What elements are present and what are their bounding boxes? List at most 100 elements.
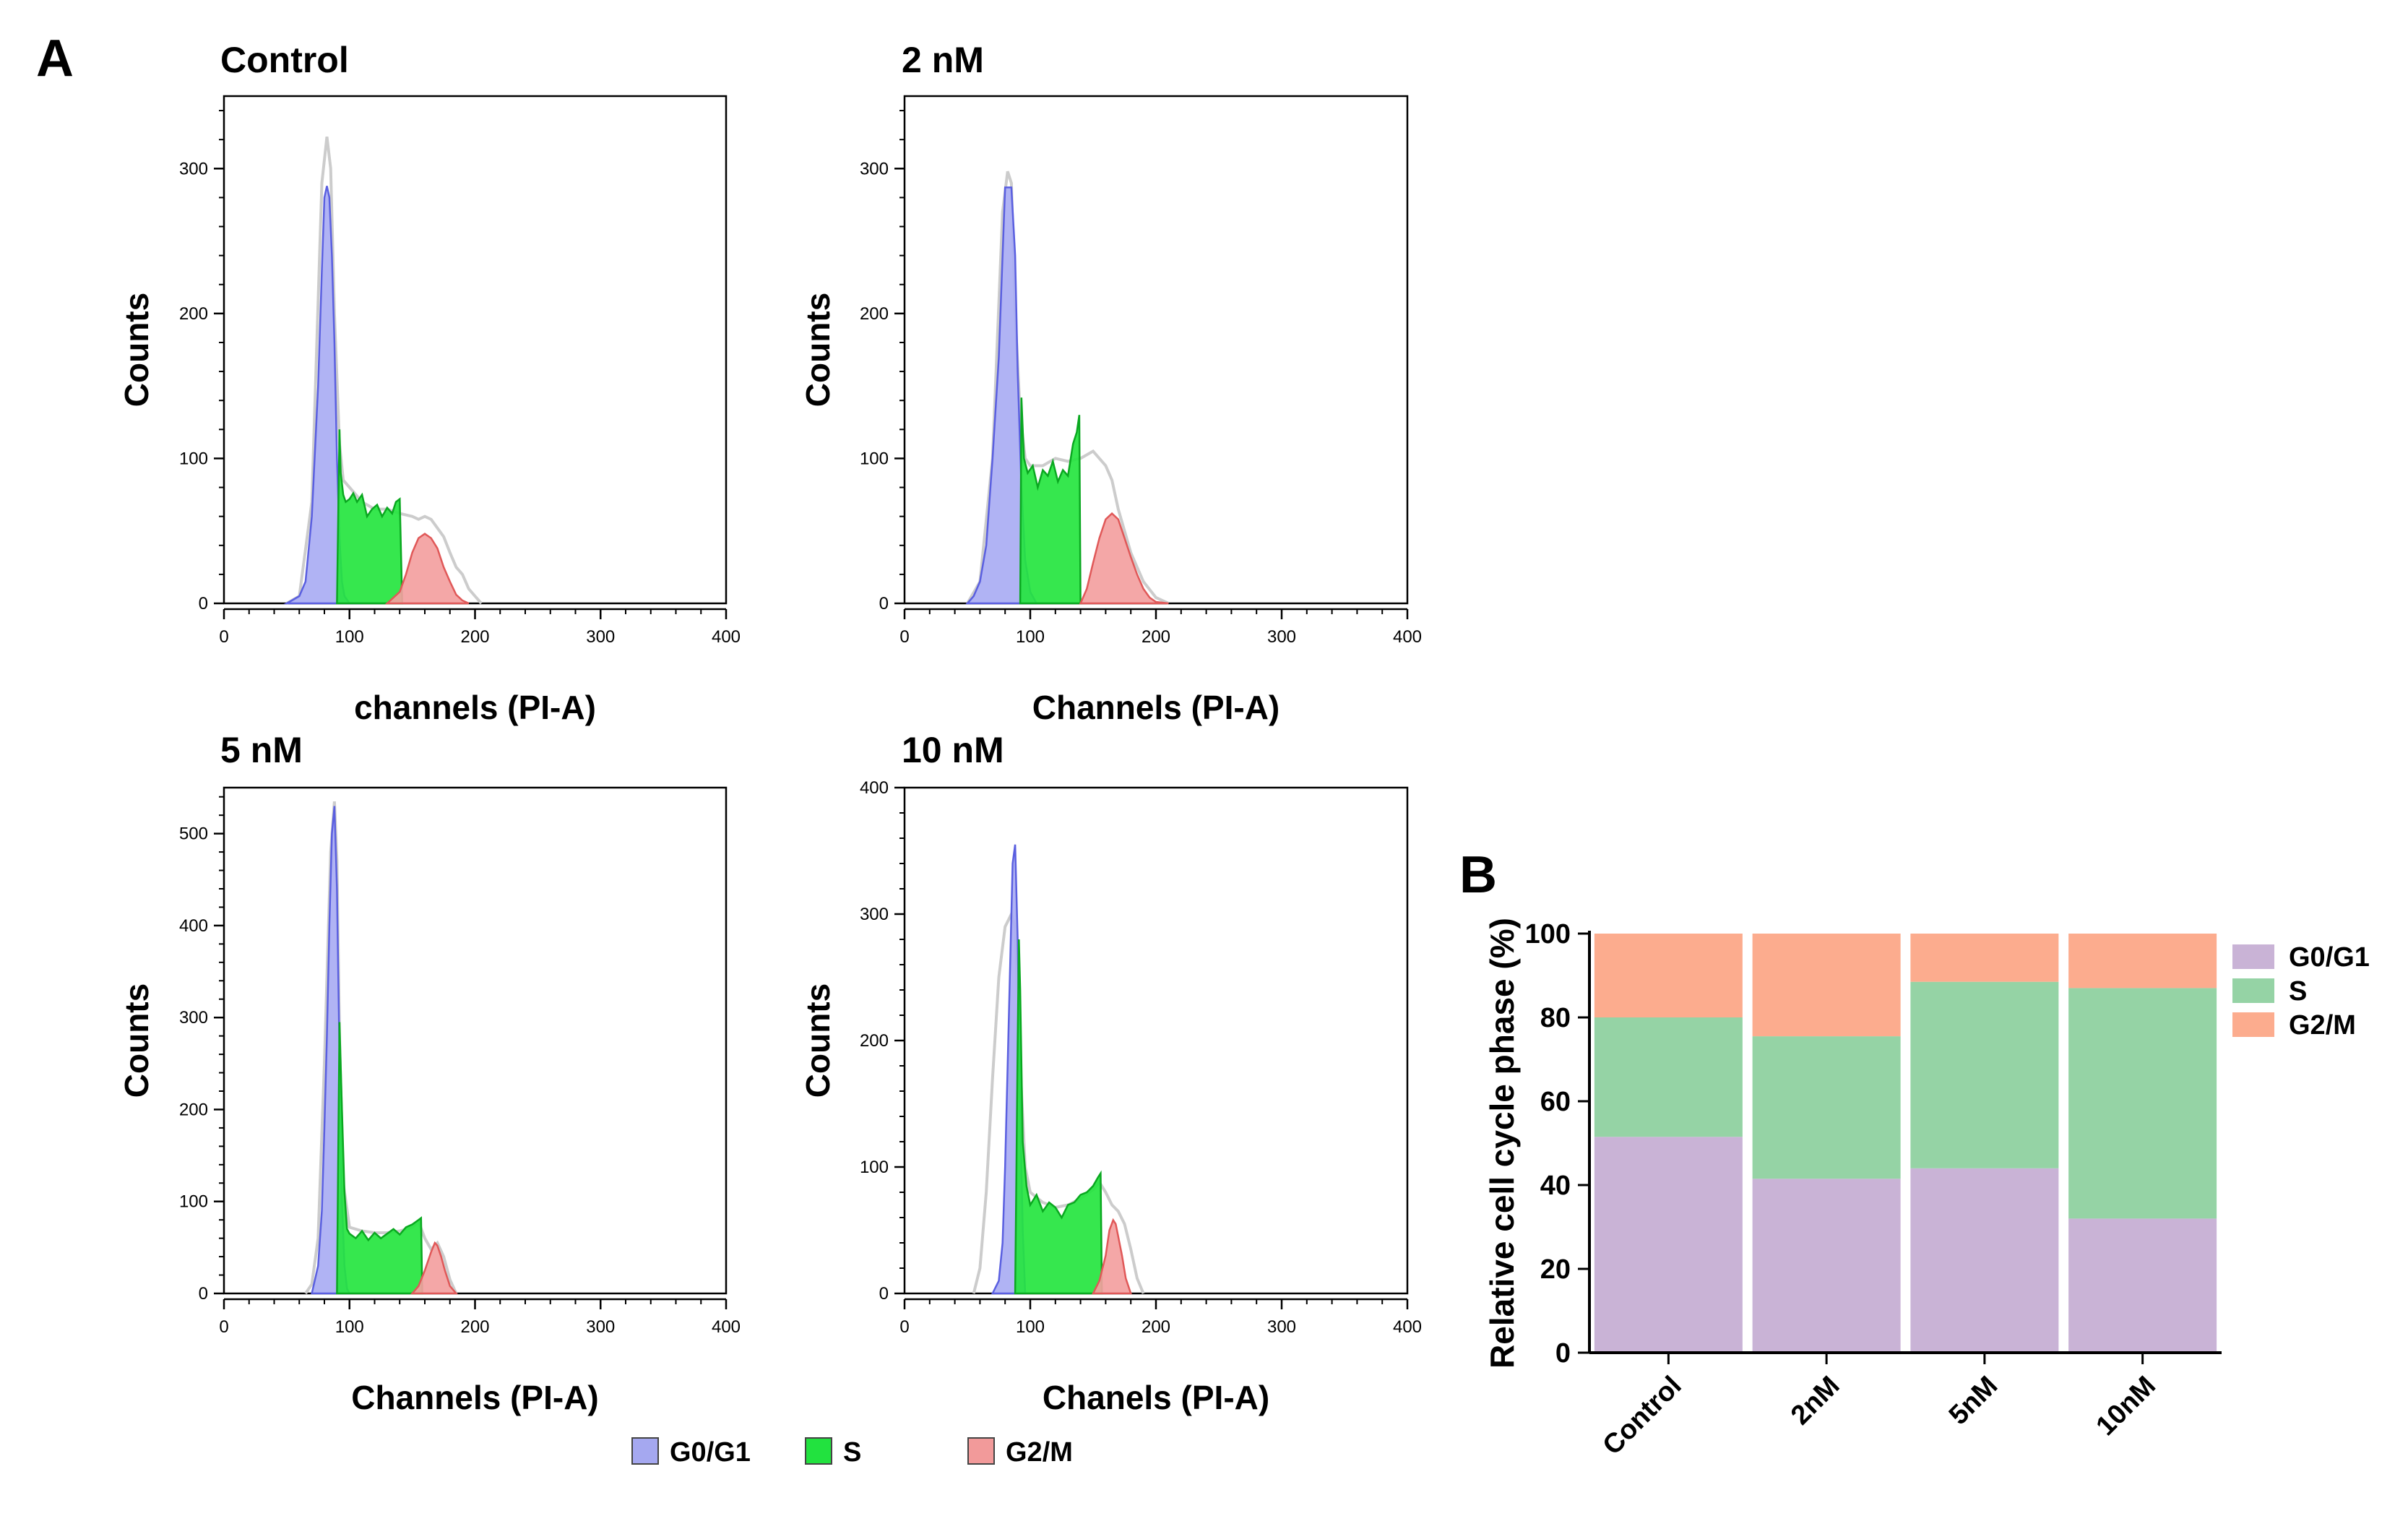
legend-swatch-g2m bbox=[2232, 1012, 2274, 1037]
bar-segment-g2m bbox=[2068, 934, 2217, 989]
histogram-title: Control bbox=[220, 40, 349, 80]
y-tick-label: 100 bbox=[179, 1192, 208, 1212]
x-tick-label: 0 bbox=[219, 1317, 228, 1337]
plot-frame bbox=[903, 95, 1409, 605]
legend-label: G0/G1 bbox=[670, 1437, 751, 1468]
y-tick-label: 400 bbox=[179, 916, 208, 936]
legend-label: G0/G1 bbox=[2289, 942, 2370, 973]
legend-swatch-g0g1 bbox=[631, 1437, 659, 1465]
legend-swatch-s bbox=[805, 1437, 832, 1465]
x-tick-label: 300 bbox=[586, 627, 615, 647]
area-s bbox=[1019, 397, 1082, 605]
histogram-5nm: 0 100 200 300 400 0 100 200 300 400 500 5 nM Channel… bbox=[118, 730, 741, 1416]
category-label: Control bbox=[1597, 1371, 1688, 1461]
x-tick-label: 100 bbox=[1016, 1317, 1045, 1337]
histogram-2nm: 0 100 200 300 400 0 100 200 300 2 nM Channels (PI-… bbox=[799, 40, 1422, 726]
category-label: 2nM bbox=[1785, 1371, 1845, 1431]
bar-segment-g2m bbox=[1594, 934, 1743, 1017]
y-tick-label: 200 bbox=[179, 304, 208, 324]
y-tick-label: 20 bbox=[1540, 1254, 1571, 1285]
y-axis-title: Counts bbox=[799, 983, 837, 1098]
y-tick-label: 100 bbox=[860, 449, 889, 468]
x-tick-label: 300 bbox=[586, 1317, 615, 1337]
y-axis-title: Counts bbox=[118, 983, 155, 1098]
bar-segment-g2m bbox=[1752, 934, 1901, 1037]
plot-frame bbox=[223, 95, 728, 605]
legend-swatch-s bbox=[2232, 978, 2274, 1003]
legend-label: S bbox=[2289, 976, 2307, 1007]
x-tick-label: 200 bbox=[1142, 1317, 1170, 1337]
plot-frame bbox=[903, 786, 1409, 1295]
y-axis-title: Relative cell cycle phase (%) bbox=[1483, 918, 1521, 1369]
y-tick-label: 100 bbox=[860, 1158, 889, 1177]
y-tick-label: 300 bbox=[860, 159, 889, 178]
envelope-line bbox=[966, 171, 1170, 605]
y-tick-label: 0 bbox=[879, 594, 889, 613]
bar-segment-s bbox=[1910, 981, 2059, 1168]
envelope-line bbox=[972, 910, 1145, 1294]
bar-segment-s bbox=[2068, 988, 2217, 1219]
x-tick-label: 200 bbox=[460, 1317, 489, 1337]
legend-label: G2/M bbox=[1006, 1437, 1073, 1468]
histogram-title: 2 nM bbox=[902, 40, 984, 80]
y-axis-title: Counts bbox=[118, 293, 155, 407]
y-tick-label: 100 bbox=[179, 449, 208, 468]
y-tick-label: 200 bbox=[179, 1100, 208, 1119]
y-tick-label: 0 bbox=[199, 1284, 208, 1304]
legend-swatch-g0g1 bbox=[2232, 944, 2274, 969]
x-tick-label: 400 bbox=[712, 1317, 741, 1337]
x-axis-title: Channels (PI-A) bbox=[1032, 689, 1279, 726]
x-tick-label: 400 bbox=[1393, 627, 1422, 647]
area-s bbox=[1014, 939, 1103, 1295]
x-tick-label: 100 bbox=[335, 627, 364, 647]
x-tick-label: 400 bbox=[1393, 1317, 1422, 1337]
x-tick-label: 200 bbox=[460, 627, 489, 647]
histogram-title: 5 nM bbox=[220, 730, 303, 770]
x-tick-label: 300 bbox=[1267, 627, 1296, 647]
area-s bbox=[336, 429, 403, 605]
legend-label: S bbox=[843, 1437, 861, 1468]
bar-segment-s bbox=[1752, 1036, 1901, 1179]
x-tick-label: 100 bbox=[335, 1317, 364, 1337]
y-tick-label: 100 bbox=[1525, 919, 1571, 949]
legend-panel-a: G0/G1 S G2/M bbox=[631, 1437, 1073, 1468]
x-axis-title: channels (PI-A) bbox=[354, 689, 596, 726]
y-tick-label: 500 bbox=[179, 824, 208, 844]
x-tick-label: 0 bbox=[899, 627, 909, 647]
y-tick-label: 0 bbox=[879, 1284, 889, 1304]
y-tick-label: 80 bbox=[1540, 1003, 1571, 1033]
bar-segment-g0g1 bbox=[1594, 1137, 1743, 1353]
category-label: 10nM bbox=[2091, 1371, 2162, 1442]
bar-segment-g2m bbox=[1910, 934, 2059, 982]
x-tick-label: 400 bbox=[712, 627, 741, 647]
area-g2m bbox=[1079, 512, 1169, 605]
y-tick-label: 0 bbox=[1555, 1338, 1571, 1369]
y-tick-label: 200 bbox=[860, 1031, 889, 1051]
y-tick-label: 300 bbox=[179, 159, 208, 178]
x-tick-label: 300 bbox=[1267, 1317, 1296, 1337]
category-label: 5nM bbox=[1943, 1371, 2003, 1431]
bar-segment-g0g1 bbox=[2068, 1218, 2217, 1353]
panel-label-a: A bbox=[36, 30, 74, 87]
bar-segment-g0g1 bbox=[1910, 1168, 2059, 1353]
y-tick-label: 0 bbox=[199, 594, 208, 613]
histogram-control: 0 100 200 300 400 0 100 200 300 Control channels (… bbox=[118, 40, 741, 726]
x-tick-label: 200 bbox=[1142, 627, 1170, 647]
histogram-10nm: 0 100 200 300 400 0 100 200 300 400 10 nM Chanels (… bbox=[799, 730, 1422, 1416]
x-axis-title: Channels (PI-A) bbox=[351, 1379, 598, 1416]
y-tick-label: 60 bbox=[1540, 1087, 1571, 1117]
x-tick-label: 0 bbox=[899, 1317, 909, 1337]
x-tick-label: 0 bbox=[219, 627, 228, 647]
y-axis-title: Counts bbox=[799, 293, 837, 407]
x-tick-label: 100 bbox=[1016, 627, 1045, 647]
area-s bbox=[336, 1022, 423, 1295]
x-axis-title: Chanels (PI-A) bbox=[1043, 1379, 1269, 1416]
area-g2m bbox=[410, 1241, 459, 1295]
y-tick-label: 300 bbox=[860, 905, 889, 924]
bar-segment-s bbox=[1594, 1017, 1743, 1137]
plot-frame bbox=[223, 786, 728, 1295]
legend-label: G2/M bbox=[2289, 1010, 2356, 1041]
area-g2m bbox=[384, 533, 470, 605]
bar-segment-g0g1 bbox=[1752, 1179, 1901, 1353]
panel-label-b: B bbox=[1459, 846, 1497, 904]
